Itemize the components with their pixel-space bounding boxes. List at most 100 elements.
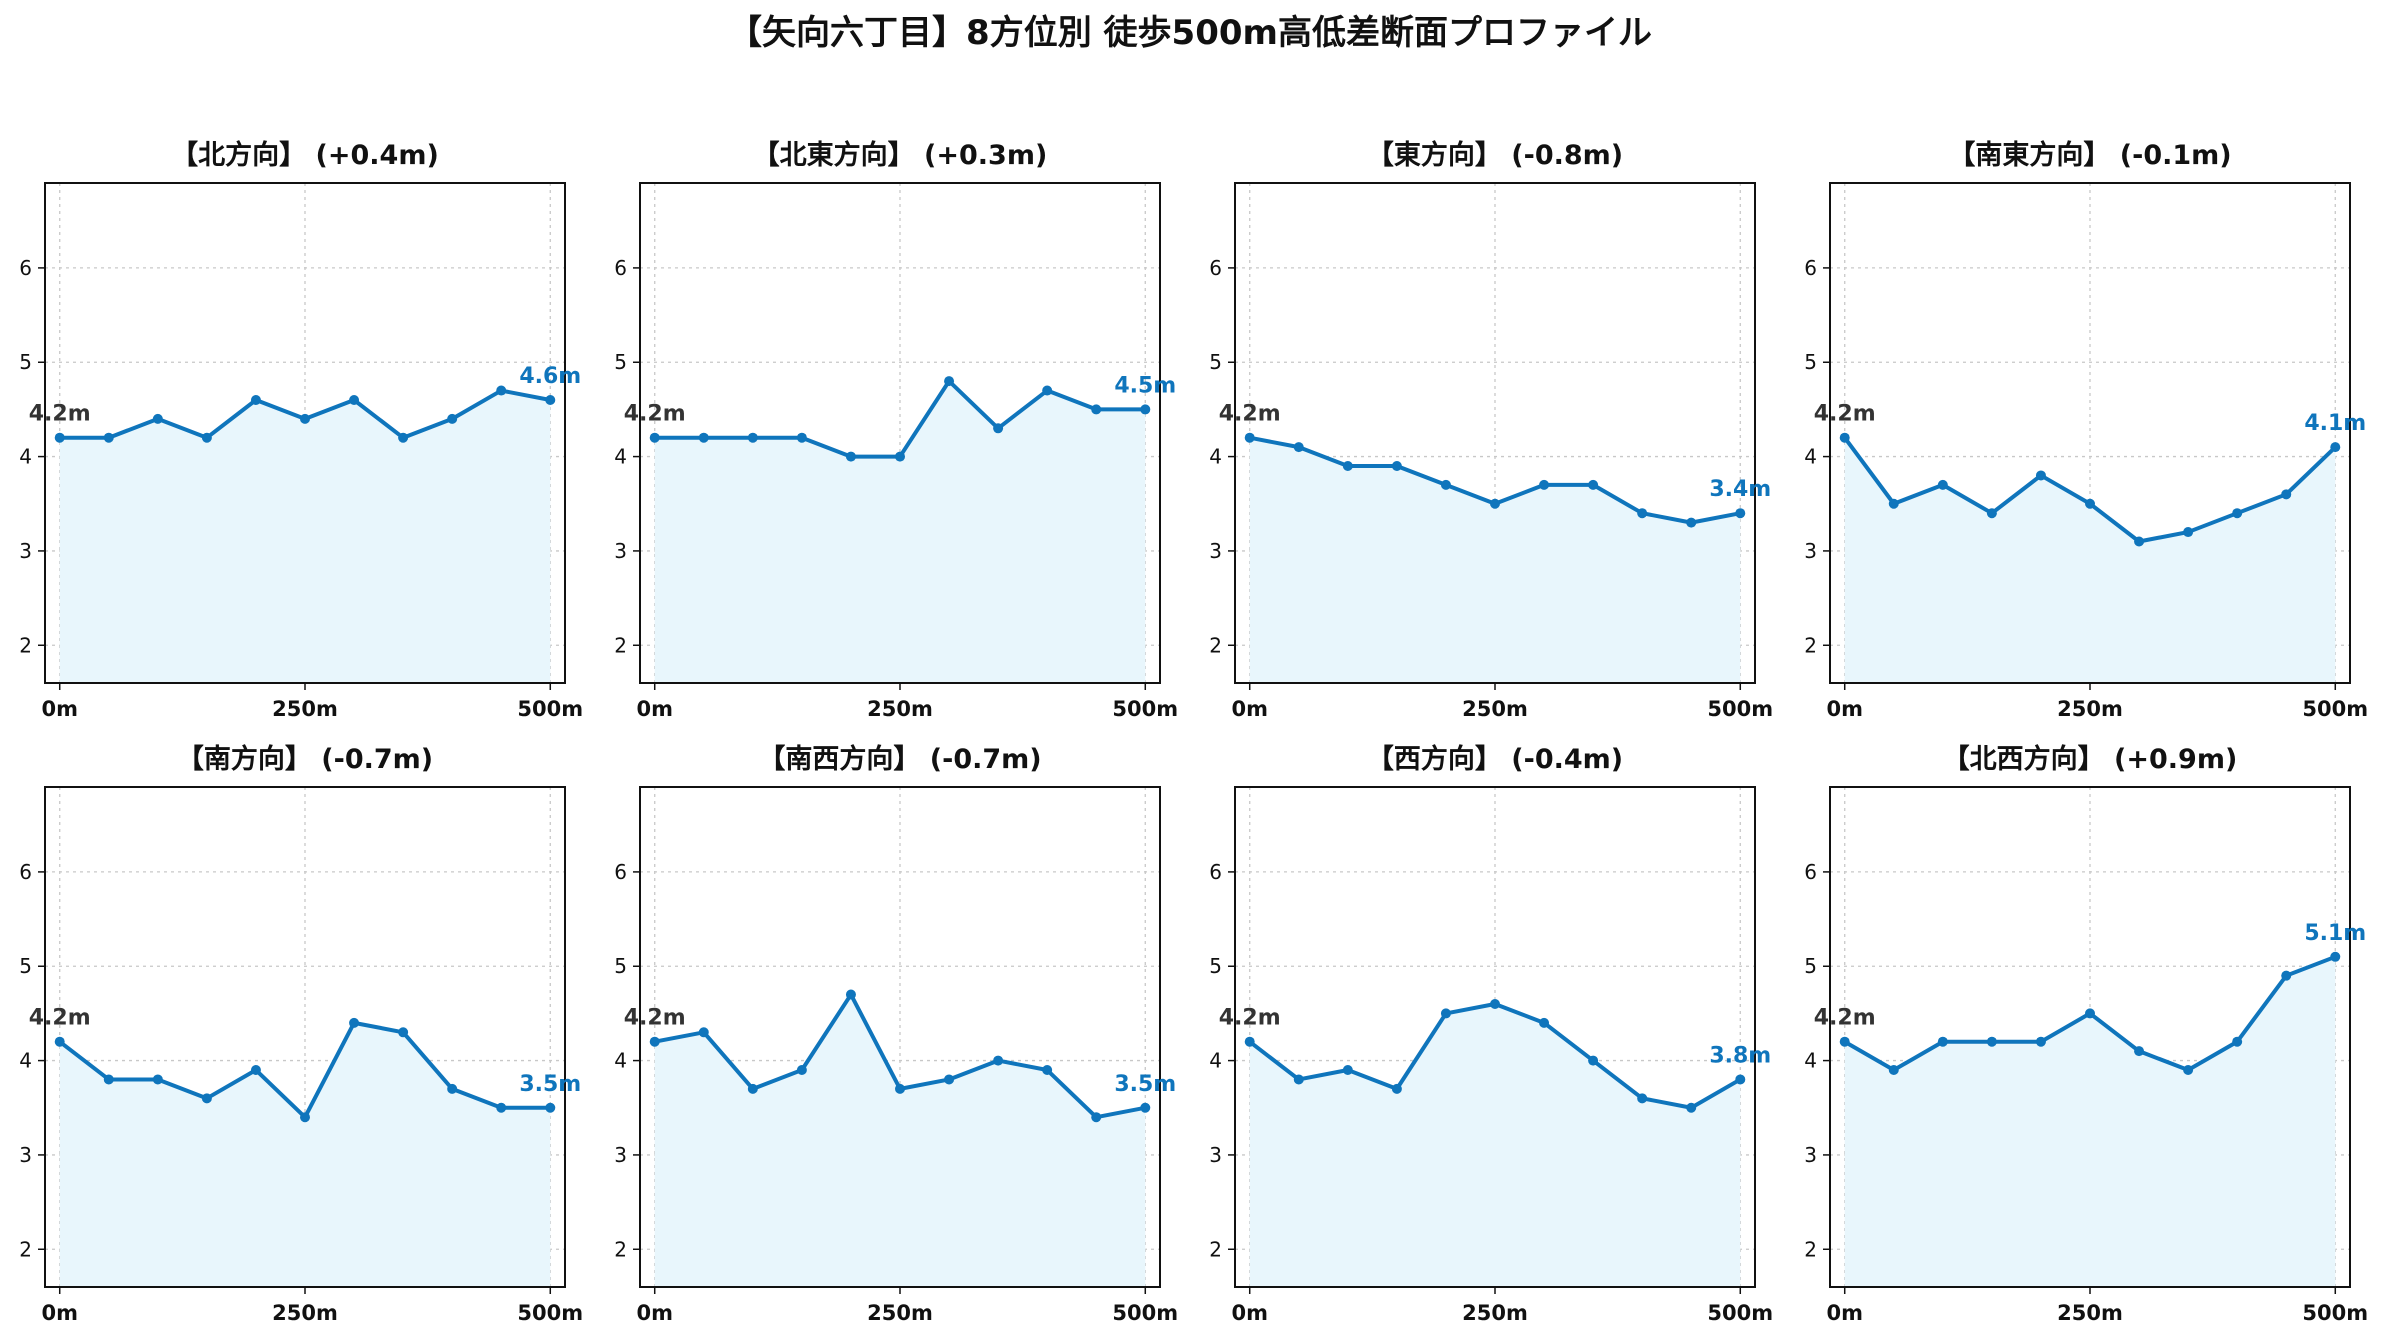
start-value-label: 4.2m [624,402,686,427]
data-point [349,394,360,405]
subplot-1: 【北方向】 (+0.4m) 0m 250m 500m 2 3 4 5 6 4.2m 4.6m [19,139,583,721]
data-point [201,432,212,443]
data-point [2330,951,2341,962]
y-tick-label: 5 [1804,350,1817,374]
x-tick-label: 0m [1231,697,1268,721]
data-point [1140,1102,1151,1113]
y-tick-label: 3 [1209,1143,1222,1167]
subplot-3: 【東方向】 (-0.8m) 0m 250m 500m 2 3 4 5 6 4.2m 3.4m [1209,139,1773,721]
y-tick-label: 4 [614,1049,627,1073]
y-tick-label: 2 [1804,1237,1817,1261]
data-point [1244,1036,1255,1047]
subplot-5: 【南方向】 (-0.7m) 0m 250m 500m 2 3 4 5 6 4.2m 3.5m [19,743,583,1325]
area-fill [654,381,1146,683]
x-tick-label: 250m [867,1301,933,1325]
subplot-6: 【南西方向】 (-0.7m) 0m 250m 500m 2 3 4 5 6 4.2m 3.5m [614,743,1178,1325]
end-value-label: 5.1m [2304,921,2366,946]
data-point [1293,1074,1304,1085]
data-point [895,451,905,462]
data-point [1140,404,1151,415]
x-tick-label: 0m [636,1301,673,1325]
data-point [2085,498,2095,509]
y-tick-label: 3 [19,1143,32,1167]
y-tick-label: 5 [19,954,32,978]
x-tick-label: 250m [272,697,338,721]
start-value-label: 4.2m [1814,402,1876,427]
x-tick-label: 0m [41,697,78,721]
data-point [1888,498,1899,509]
subplot-title: 【北西方向】 (+0.9m) [1943,743,2238,775]
data-point [250,394,261,405]
y-tick-label: 4 [1209,445,1222,469]
y-tick-label: 6 [1804,256,1817,280]
data-point [845,451,856,462]
data-point [1588,479,1599,490]
x-tick-label: 0m [636,697,673,721]
data-point [895,1083,905,1094]
x-tick-label: 500m [1112,697,1178,721]
data-point [496,1102,507,1113]
data-point [447,413,458,424]
data-point [1686,517,1697,528]
data-point [1490,998,1500,1009]
y-tick-label: 3 [614,1143,627,1167]
data-point [1244,432,1255,443]
data-point [1937,479,1948,490]
data-point [2330,442,2341,453]
x-tick-label: 500m [517,697,583,721]
x-tick-label: 500m [2302,1301,2368,1325]
data-point [2183,527,2194,538]
data-point [447,1083,458,1094]
subplot-4: 【南東方向】 (-0.1m) 0m 250m 500m 2 3 4 5 6 4.2m 4.1m [1804,139,2368,721]
x-tick-label: 0m [1826,1301,1863,1325]
data-point [300,1112,310,1123]
end-value-label: 4.5m [1114,373,1176,398]
data-point [300,413,310,424]
data-point [2232,1036,2243,1047]
data-point [250,1065,261,1076]
data-point [1342,461,1353,472]
data-point [1735,1074,1746,1085]
y-tick-label: 4 [19,1049,32,1073]
area-fill [59,390,551,683]
data-point [649,1036,660,1047]
data-point [2134,1046,2145,1057]
data-point [1440,479,1451,490]
y-tick-label: 6 [19,256,32,280]
data-point [54,432,65,443]
data-point [944,1074,955,1085]
data-point [1839,432,1850,443]
subplot-8: 【北西方向】 (+0.9m) 0m 250m 500m 2 3 4 5 6 4.2m 5.1m [1804,743,2368,1325]
start-value-label: 4.2m [29,402,91,427]
end-value-label: 3.4m [1709,477,1771,502]
data-point [747,1083,758,1094]
subplot-title: 【南西方向】 (-0.7m) [758,743,1041,775]
data-point [2281,970,2292,981]
data-point [1490,498,1500,509]
data-point [2035,470,2046,481]
area-fill [1844,437,2336,683]
start-value-label: 4.2m [1219,1006,1281,1031]
data-point [152,413,163,424]
y-tick-label: 5 [614,954,627,978]
x-tick-label: 250m [1462,1301,1528,1325]
data-point [152,1074,163,1085]
x-tick-label: 0m [1826,697,1863,721]
subplot-title: 【南東方向】 (-0.1m) [1948,139,2231,171]
data-point [1091,1112,1102,1123]
data-point [1588,1055,1599,1066]
y-tick-label: 3 [19,539,32,563]
data-point [201,1093,212,1104]
data-point [1937,1036,1948,1047]
subplot-7: 【西方向】 (-0.4m) 0m 250m 500m 2 3 4 5 6 4.2m 3.8m [1209,743,1773,1325]
data-point [2134,536,2145,547]
data-point [698,1027,709,1038]
data-point [845,989,856,1000]
data-point [1440,1008,1451,1019]
data-point [398,1027,409,1038]
y-tick-label: 6 [19,860,32,884]
y-tick-label: 6 [614,860,627,884]
end-value-label: 3.8m [1709,1043,1771,1068]
data-point [698,432,709,443]
